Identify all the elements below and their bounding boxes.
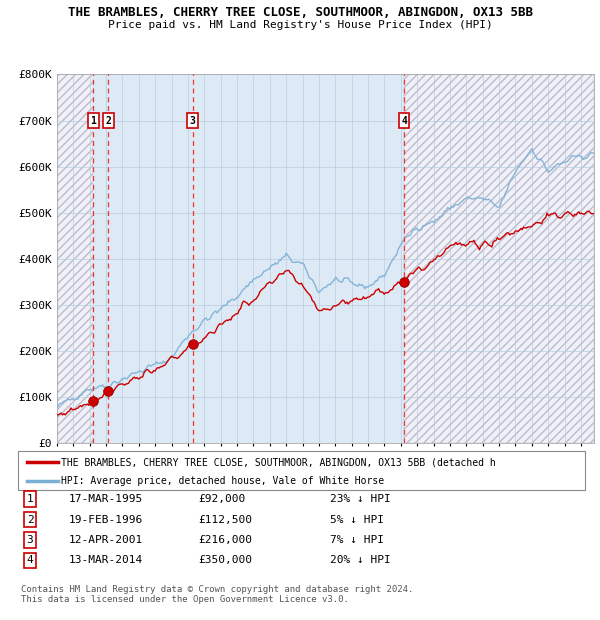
Text: THE BRAMBLES, CHERRY TREE CLOSE, SOUTHMOOR, ABINGDON, OX13 5BB: THE BRAMBLES, CHERRY TREE CLOSE, SOUTHMO… <box>67 6 533 19</box>
Text: This data is licensed under the Open Government Licence v3.0.: This data is licensed under the Open Gov… <box>21 595 349 604</box>
Text: 17-MAR-1995: 17-MAR-1995 <box>69 494 143 504</box>
Text: 1: 1 <box>90 115 96 125</box>
Text: 5% ↓ HPI: 5% ↓ HPI <box>330 515 384 525</box>
Text: 19-FEB-1996: 19-FEB-1996 <box>69 515 143 525</box>
Text: 2: 2 <box>106 115 111 125</box>
Bar <box>57 74 93 443</box>
Text: £92,000: £92,000 <box>198 494 245 504</box>
Text: 12-APR-2001: 12-APR-2001 <box>69 535 143 545</box>
Text: Contains HM Land Registry data © Crown copyright and database right 2024.: Contains HM Land Registry data © Crown c… <box>21 585 413 595</box>
Text: 20% ↓ HPI: 20% ↓ HPI <box>330 556 391 565</box>
Text: 3: 3 <box>190 115 196 125</box>
Text: 1: 1 <box>26 494 34 504</box>
Text: £112,500: £112,500 <box>198 515 252 525</box>
Text: THE BRAMBLES, CHERRY TREE CLOSE, SOUTHMOOR, ABINGDON, OX13 5BB (detached h: THE BRAMBLES, CHERRY TREE CLOSE, SOUTHMO… <box>61 457 495 467</box>
Text: £216,000: £216,000 <box>198 535 252 545</box>
Text: HPI: Average price, detached house, Vale of White Horse: HPI: Average price, detached house, Vale… <box>61 476 383 486</box>
Text: 3: 3 <box>26 535 34 545</box>
Text: 23% ↓ HPI: 23% ↓ HPI <box>330 494 391 504</box>
Text: 2: 2 <box>26 515 34 525</box>
FancyBboxPatch shape <box>18 451 585 490</box>
Text: 13-MAR-2014: 13-MAR-2014 <box>69 556 143 565</box>
Text: 7% ↓ HPI: 7% ↓ HPI <box>330 535 384 545</box>
Bar <box>93 74 404 443</box>
Text: 4: 4 <box>26 556 34 565</box>
Bar <box>404 74 594 443</box>
Text: £350,000: £350,000 <box>198 556 252 565</box>
Text: 4: 4 <box>401 115 407 125</box>
Text: Price paid vs. HM Land Registry's House Price Index (HPI): Price paid vs. HM Land Registry's House … <box>107 20 493 30</box>
